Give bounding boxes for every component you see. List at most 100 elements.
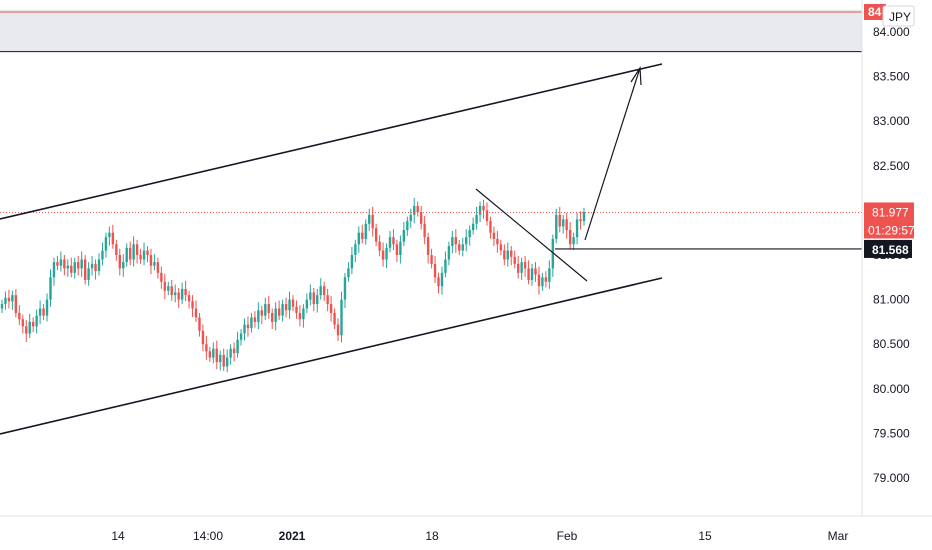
- candle-body: [160, 272, 163, 282]
- time-tick-label: 18: [425, 529, 439, 543]
- candle-body: [132, 244, 135, 260]
- candle-body: [579, 219, 582, 222]
- candle-body: [70, 265, 73, 273]
- price-tick-label: 79.000: [873, 471, 910, 485]
- channel-upper-line[interactable]: [0, 63, 663, 220]
- candle-body: [354, 244, 357, 255]
- candle-body: [139, 255, 142, 260]
- candle-body: [520, 262, 523, 273]
- candle-body: [104, 237, 108, 251]
- candle-body: [31, 321, 35, 327]
- candle-body: [461, 244, 464, 251]
- candle-body: [146, 250, 149, 255]
- candle-body: [451, 237, 454, 247]
- candle-body: [305, 299, 309, 309]
- candle-body: [80, 259, 83, 269]
- price-tick-label: 80.500: [873, 337, 910, 351]
- candle-body: [582, 212, 586, 222]
- candle-body: [430, 255, 433, 264]
- candle-body: [229, 348, 232, 358]
- candle-body: [458, 244, 461, 251]
- candle-body: [419, 212, 423, 224]
- time-tick-label: Mar: [828, 529, 849, 543]
- price-axis[interactable]: 84.00083.50083.00082.50082.00081.50081.0…: [861, 0, 932, 516]
- candle-body: [361, 232, 364, 239]
- level-price-badge: 81.568: [864, 239, 912, 258]
- candle-body: [492, 232, 496, 239]
- candle-body: [11, 295, 14, 302]
- candle-body: [267, 304, 270, 313]
- top-level-badge-text: 84: [868, 5, 882, 19]
- last-price-text: 81.977: [872, 205, 909, 219]
- candle-body: [28, 321, 31, 334]
- candle-body: [544, 277, 548, 282]
- candle-body: [295, 306, 298, 313]
- candle-body: [191, 301, 194, 309]
- candle-body: [77, 262, 80, 269]
- currency-label[interactable]: JPY: [882, 5, 915, 27]
- candle-body: [378, 241, 381, 251]
- candle-body: [243, 324, 246, 334]
- candle-body: [215, 348, 218, 363]
- candle-body: [478, 205, 482, 215]
- candle-body: [503, 250, 506, 260]
- candle-body: [277, 308, 281, 316]
- candle-body: [437, 277, 440, 287]
- candle-body: [184, 288, 187, 296]
- candle-body: [385, 247, 388, 260]
- candle-body: [381, 250, 385, 260]
- candle-body: [555, 214, 558, 239]
- candle-body: [250, 317, 253, 329]
- candle-body: [7, 297, 11, 302]
- candle-body: [329, 304, 333, 313]
- candle-body: [239, 333, 243, 340]
- candle-body: [371, 214, 374, 229]
- candle-body: [142, 250, 146, 260]
- candle-body: [413, 205, 416, 215]
- top-resistance-zone: [0, 9, 862, 52]
- candle-body: [97, 259, 101, 272]
- candle-body: [222, 354, 225, 367]
- candle-body: [94, 263, 97, 272]
- candle-body: [541, 277, 544, 287]
- candle-body: [565, 219, 568, 231]
- candle-body: [281, 304, 284, 316]
- candle-body: [194, 308, 198, 318]
- candle-body: [149, 255, 153, 266]
- candle-body: [527, 268, 530, 280]
- candle-body: [368, 214, 371, 224]
- candle-body: [471, 223, 475, 231]
- candle-body: [253, 317, 257, 322]
- candle-body: [4, 297, 7, 305]
- candle-body: [246, 324, 250, 329]
- top-level-badge: 84: [864, 4, 886, 20]
- candle-body: [489, 221, 492, 233]
- candle-body: [45, 299, 49, 316]
- time-axis[interactable]: 14 14:00 2021 18 Feb 15 Mar: [0, 515, 932, 543]
- candle-body: [167, 286, 170, 291]
- candle-body: [333, 312, 336, 325]
- candle-body: [302, 308, 305, 320]
- candle-body: [212, 348, 215, 358]
- currency-label-text: JPY: [889, 10, 911, 24]
- candle-body: [284, 304, 288, 311]
- channel-lower-line[interactable]: [0, 277, 663, 435]
- candle-body: [101, 250, 104, 260]
- descending-trendline[interactable]: [475, 188, 588, 282]
- candle-body: [447, 246, 451, 260]
- candle-body: [260, 310, 264, 316]
- candle-body: [402, 230, 406, 242]
- candle-body: [56, 262, 59, 266]
- candle-body: [343, 277, 347, 300]
- candle-body: [309, 292, 312, 300]
- projection-arrow-line[interactable]: [584, 67, 641, 241]
- candle-body: [548, 268, 551, 282]
- candle-body: [454, 237, 458, 245]
- candle-body: [66, 265, 70, 269]
- time-tick-label: Feb: [557, 529, 578, 543]
- time-tick-label: 15: [698, 529, 712, 543]
- candle-body: [575, 219, 579, 238]
- candle-body: [496, 238, 499, 245]
- candle-body: [364, 223, 367, 239]
